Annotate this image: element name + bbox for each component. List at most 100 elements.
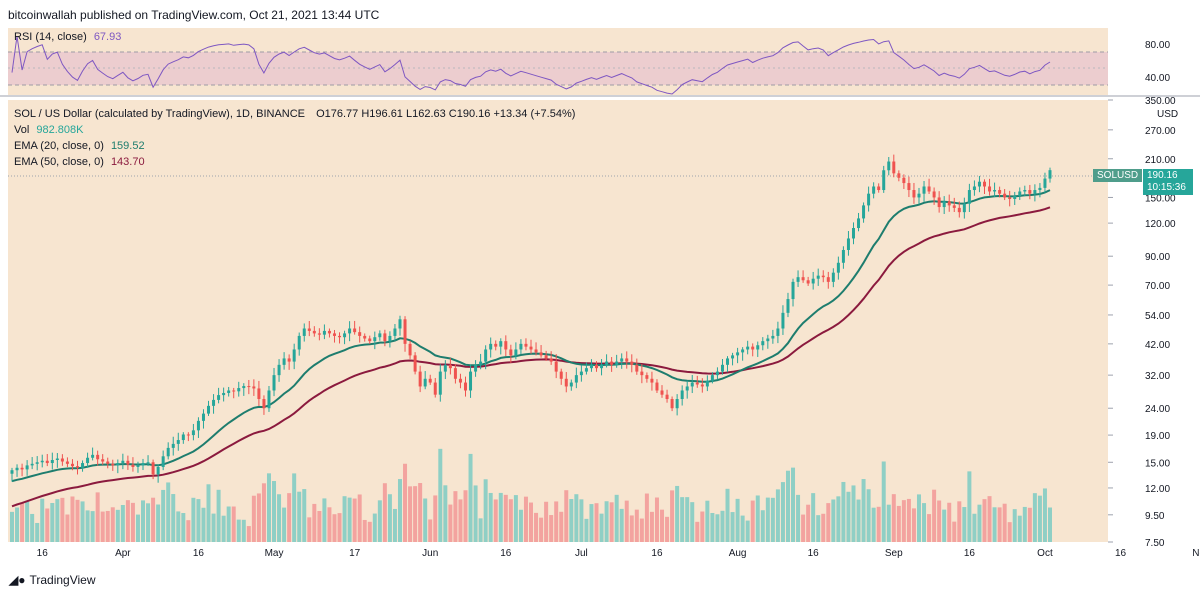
volume-bar: [428, 519, 433, 542]
candle-body: [751, 346, 755, 350]
volume-bar: [987, 496, 992, 542]
candle-body: [589, 364, 593, 369]
volume-label: Vol: [14, 124, 30, 136]
time-tick-label: Nov: [1192, 548, 1200, 559]
volume-bar: [302, 489, 307, 542]
volume-bar: [15, 507, 20, 542]
candle-body: [645, 375, 649, 379]
volume-bar: [110, 507, 115, 542]
candle-body: [131, 464, 135, 467]
candle-body: [867, 193, 871, 206]
volume-bar: [639, 518, 644, 542]
volume-bar: [206, 484, 211, 542]
price-axis[interactable]: 350.00 270.00 210.00 150.00 120.00 90.00 70.00…: [1108, 96, 1176, 549]
candle-body: [897, 173, 901, 178]
candle-body: [252, 386, 256, 389]
volume-bar: [649, 511, 654, 542]
volume-bar: [624, 500, 629, 542]
volume-bar: [518, 509, 523, 542]
candle-body: [443, 364, 447, 372]
candle-body: [988, 186, 992, 192]
candle-body: [1033, 190, 1037, 194]
candle-body: [50, 460, 54, 464]
volume-bar: [125, 500, 130, 542]
candle-body: [640, 371, 644, 376]
candle-body: [791, 281, 795, 300]
candle-body: [977, 181, 981, 187]
volume-bar: [297, 491, 302, 542]
volume-bar: [861, 479, 866, 542]
volume-bar: [685, 497, 690, 542]
candle-body: [776, 328, 780, 336]
volume-bar: [161, 489, 166, 542]
volume-bar: [947, 502, 952, 542]
rsi-value: 67.93: [93, 31, 122, 43]
volume-bar: [85, 510, 90, 542]
rsi-tick-label: 80.00: [1145, 40, 1170, 51]
time-axis[interactable]: 16 Apr 16 May 17 Jun 16 Jul 16 Aug 16 Sep 16 Oct 16 Nov: [37, 548, 1200, 559]
volume-bar: [30, 513, 35, 542]
candle-body: [438, 371, 442, 395]
time-tick-label: Jul: [575, 548, 588, 559]
price-tick-label: 19.00: [1145, 431, 1170, 442]
candle-body: [25, 465, 29, 470]
candle-body: [947, 201, 951, 206]
candle-body: [156, 466, 160, 475]
candle-body: [720, 364, 724, 372]
candle-body: [383, 333, 387, 342]
candle-body: [761, 341, 765, 346]
candle-body: [76, 466, 80, 468]
volume-bar: [609, 502, 614, 542]
volume-bar: [156, 504, 161, 542]
candle-body: [1013, 195, 1017, 199]
volume-bar: [670, 490, 675, 542]
candle-body: [811, 278, 815, 284]
volume-bar: [135, 514, 140, 542]
candle-body: [917, 193, 921, 198]
volume-bar: [559, 511, 564, 542]
candle-body: [1003, 193, 1007, 198]
volume-bar: [549, 515, 554, 542]
volume-bar: [423, 498, 428, 542]
volume-bar: [438, 448, 443, 542]
candle-body: [836, 262, 840, 273]
candle-body: [1038, 187, 1042, 191]
candle-body: [474, 364, 478, 372]
main-pane-background: [8, 100, 1108, 542]
volume-bar: [60, 497, 65, 542]
volume-bar: [579, 499, 584, 542]
volume-bar: [176, 511, 181, 542]
ema50-legend: EMA (50, close, 0) 143.70: [14, 156, 145, 168]
volume-bar: [725, 488, 730, 542]
volume-bar: [508, 499, 513, 542]
candle-body: [489, 343, 493, 350]
ema20-label: EMA (20, close, 0): [14, 140, 104, 152]
volume-bar: [241, 519, 246, 542]
candle-body: [932, 191, 936, 198]
candle-body: [610, 361, 614, 365]
price-tick-label: 350.00: [1145, 96, 1176, 107]
candle-body: [312, 330, 316, 334]
volume-bar: [957, 501, 962, 542]
candle-body: [111, 463, 115, 466]
volume-bar: [1007, 522, 1012, 542]
candle-body: [20, 467, 24, 470]
volume-bar: [292, 473, 297, 542]
volume-bar: [458, 499, 463, 542]
volume-bar: [337, 513, 342, 542]
candle-body: [781, 312, 785, 329]
tradingview-footer[interactable]: ◢● TradingView: [9, 573, 96, 587]
volume-bar: [927, 514, 932, 542]
ema50-label: EMA (50, close, 0): [14, 156, 104, 168]
time-tick-label: Apr: [115, 548, 131, 559]
volume-bar: [755, 495, 760, 542]
volume-bar: [498, 492, 503, 542]
volume-bar: [680, 497, 685, 542]
rsi-axis[interactable]: 80.00 40.00: [1145, 40, 1170, 84]
volume-bar: [317, 510, 322, 542]
candle-body: [786, 299, 790, 313]
candle-body: [862, 205, 866, 219]
volume-bar: [282, 507, 287, 542]
time-tick-label: Aug: [729, 548, 747, 559]
